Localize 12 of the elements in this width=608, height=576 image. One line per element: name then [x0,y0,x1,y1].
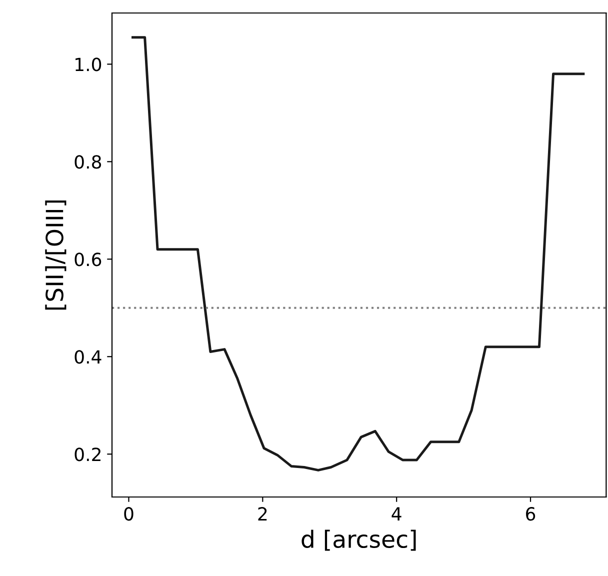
x-tick-label: 2 [258,507,267,520]
y-tick-label: 0.6 [74,252,102,266]
x-tick-label: 6 [526,507,536,521]
x-tick-label: 4 [392,507,402,520]
y-tick-label: 1.0 [76,58,102,72]
x-axis-title: d [arcsec] [302,530,416,551]
y-tick-label: 0.2 [74,448,100,462]
line-series [132,36,585,472]
y-tick-label: 0.4 [74,350,102,364]
x-tick-label: 0 [124,507,134,521]
y-tick-label: 0.8 [74,155,102,169]
y-axis-title: [SII]/[OIII] [45,200,66,310]
